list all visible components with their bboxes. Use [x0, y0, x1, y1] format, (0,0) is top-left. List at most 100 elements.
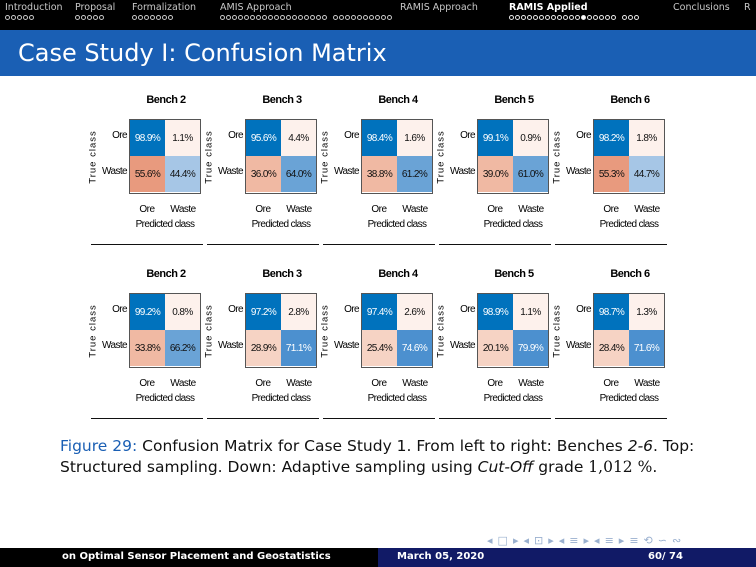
nav-prev-section-icon[interactable]: ◂: [558, 533, 565, 547]
caption-benches: 2-6: [627, 437, 654, 455]
nav-slide-dot[interactable]: [333, 15, 338, 20]
nav-section-label[interactable]: R: [744, 2, 751, 13]
nav-slide-dot[interactable]: [551, 15, 556, 20]
section-icon[interactable]: ≡: [569, 533, 579, 547]
nav-slide-dot[interactable]: [515, 15, 520, 20]
matrix-cell: 28.4%: [594, 330, 629, 366]
nav-slide-dot[interactable]: [316, 15, 321, 20]
nav-section-label[interactable]: Formalization: [132, 2, 197, 13]
nav-slide-dot[interactable]: [357, 15, 362, 20]
nav-slide-dot[interactable]: [581, 15, 586, 20]
nav-slide-dot[interactable]: [509, 15, 514, 20]
confusion-matrix-panel: Bench 5 True class Ore Waste 99.1% 0.9% 39.0% 6…: [436, 94, 550, 256]
nav-slide-dot[interactable]: [304, 15, 309, 20]
panel-underline: [555, 244, 667, 245]
nav-slide-dot[interactable]: [168, 15, 173, 20]
nav-first-icon[interactable]: ◂: [487, 533, 493, 547]
nav-slide-dot[interactable]: [611, 15, 616, 20]
nav-slide-dot[interactable]: [351, 15, 356, 20]
nav-slide-dot[interactable]: [587, 15, 592, 20]
slide-icon[interactable]: ≡: [604, 533, 614, 547]
nav-slide-dot[interactable]: [144, 15, 149, 20]
nav-slide-dot[interactable]: [268, 15, 273, 20]
nav-slide-dot[interactable]: [11, 15, 16, 20]
nav-slide-dot[interactable]: [527, 15, 532, 20]
nav-slide-dot[interactable]: [226, 15, 231, 20]
nav-slide-dot[interactable]: [322, 15, 327, 20]
nav-slide-dot[interactable]: [575, 15, 580, 20]
nav-next-slide-icon[interactable]: ▸: [618, 533, 625, 547]
nav-slide-dot[interactable]: [132, 15, 137, 20]
frame-icon[interactable]: □: [497, 533, 508, 547]
nav-slide-dot[interactable]: [339, 15, 344, 20]
nav-section-label[interactable]: AMIS Approach: [220, 2, 292, 13]
nav-slide-dot[interactable]: [75, 15, 80, 20]
nav-slide-dot[interactable]: [634, 15, 639, 20]
nav-slide-dot[interactable]: [87, 15, 92, 20]
nav-section-label[interactable]: RAMIS Applied: [509, 2, 588, 13]
nav-slide-dot[interactable]: [569, 15, 574, 20]
nav-slide-dot[interactable]: [593, 15, 598, 20]
search-icon[interactable]: ⟲: [643, 533, 653, 547]
nav-slide-dot[interactable]: [628, 15, 633, 20]
nav-slide-dot[interactable]: [539, 15, 544, 20]
nav-slide-dot[interactable]: [23, 15, 28, 20]
nav-slide-dot[interactable]: [533, 15, 538, 20]
nav-next-subsection-icon[interactable]: ▸: [548, 533, 554, 547]
nav-slide-dot[interactable]: [29, 15, 34, 20]
bench-title: Bench 5: [494, 94, 534, 106]
nav-slide-dot[interactable]: [310, 15, 315, 20]
nav-prev-subsection-icon[interactable]: ◂: [523, 533, 529, 547]
subsection-icon[interactable]: ⊡: [534, 533, 544, 547]
nav-slide-dot[interactable]: [274, 15, 279, 20]
nav-slide-dot[interactable]: [563, 15, 568, 20]
nav-slide-dot[interactable]: [162, 15, 167, 20]
nav-slide-dot[interactable]: [244, 15, 249, 20]
y-axis-label-text: True class: [319, 304, 331, 358]
nav-slide-dot[interactable]: [99, 15, 104, 20]
nav-slide-dot[interactable]: [557, 15, 562, 20]
nav-slide-dot[interactable]: [150, 15, 155, 20]
align-icon[interactable]: ≡: [629, 533, 639, 547]
bench-title: Bench 3: [262, 94, 302, 106]
nav-slide-dot[interactable]: [220, 15, 225, 20]
nav-slide-dot[interactable]: [521, 15, 526, 20]
nav-section-label[interactable]: Conclusions: [673, 2, 730, 13]
nav-section-label[interactable]: RAMIS Approach: [400, 2, 478, 13]
nav-slide-dot[interactable]: [138, 15, 143, 20]
nav-slide-dot[interactable]: [232, 15, 237, 20]
nav-slide-dot[interactable]: [156, 15, 161, 20]
nav-slide-dot[interactable]: [545, 15, 550, 20]
nav-slide-dot[interactable]: [599, 15, 604, 20]
nav-slide-dot[interactable]: [292, 15, 297, 20]
zoom-icon[interactable]: ∽: [657, 533, 667, 547]
nav-slide-dot[interactable]: [298, 15, 303, 20]
bench-title: Bench 3: [262, 268, 302, 280]
nav-prev-slide-icon[interactable]: ◂: [594, 533, 600, 547]
nav-slide-dot[interactable]: [280, 15, 285, 20]
nav-slide-dot[interactable]: [381, 15, 386, 20]
nav-slide-dot[interactable]: [5, 15, 10, 20]
nav-slide-dot[interactable]: [363, 15, 368, 20]
nav-slide-dot[interactable]: [262, 15, 267, 20]
nav-next-icon[interactable]: ▸: [512, 533, 519, 547]
nav-section-label[interactable]: Proposal: [75, 2, 116, 13]
nav-slide-dot[interactable]: [375, 15, 380, 20]
nav-slide-dot[interactable]: [17, 15, 22, 20]
nav-slide-dot[interactable]: [286, 15, 291, 20]
nav-next-section-icon[interactable]: ▸: [583, 533, 590, 547]
nav-section-label[interactable]: Introduction: [5, 2, 63, 13]
nav-slide-dot[interactable]: [238, 15, 243, 20]
nav-slide-dot[interactable]: [605, 15, 610, 20]
matrix-cell: 97.2%: [246, 294, 281, 330]
nav-slide-dot[interactable]: [369, 15, 374, 20]
back-icon[interactable]: ∾: [671, 533, 682, 547]
nav-slide-dot[interactable]: [387, 15, 392, 20]
nav-slide-dot[interactable]: [622, 15, 627, 20]
nav-slide-dot[interactable]: [93, 15, 98, 20]
x-axis-label: Predicted class: [367, 219, 427, 230]
nav-slide-dot[interactable]: [345, 15, 350, 20]
nav-slide-dot[interactable]: [250, 15, 255, 20]
nav-slide-dot[interactable]: [256, 15, 261, 20]
nav-slide-dot[interactable]: [81, 15, 86, 20]
